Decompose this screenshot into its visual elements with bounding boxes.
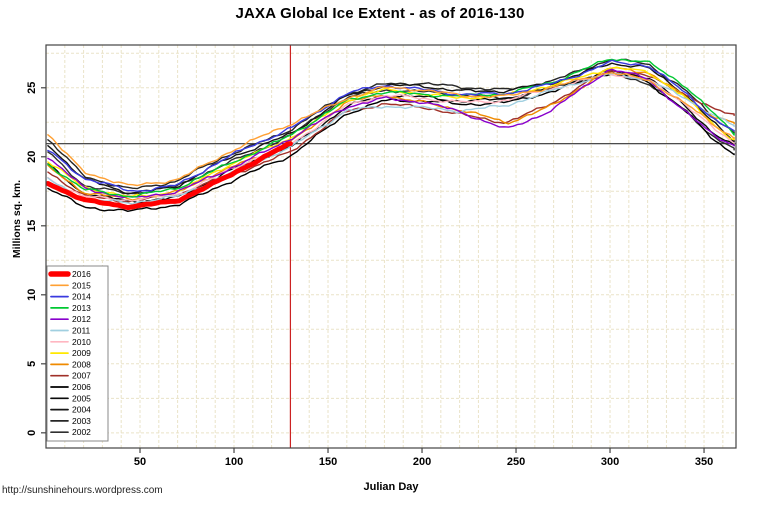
series-2004 <box>47 62 735 195</box>
series-2005 <box>47 68 735 204</box>
series-2011 <box>47 72 735 205</box>
series-2003 <box>47 58 735 190</box>
x-axis-label: Julian Day <box>363 481 419 493</box>
series-2010 <box>47 72 735 202</box>
legend-label-2010: 2010 <box>72 337 91 347</box>
plot-border <box>45 44 737 449</box>
series-2015 <box>47 71 735 187</box>
source-url-note: http://sunshinehours.wordpress.com <box>2 485 163 496</box>
legend-label-2015: 2015 <box>72 280 91 290</box>
series-2009 <box>47 66 735 197</box>
x-tick-label: 250 <box>507 456 525 468</box>
y-tick-label: 10 <box>26 289 38 301</box>
legend-label-2008: 2008 <box>72 359 91 369</box>
legend-label-2006: 2006 <box>72 382 91 392</box>
series-2012 <box>47 68 735 199</box>
legend-label-2004: 2004 <box>72 405 91 415</box>
chart-title: JAXA Global Ice Extent - as of 2016-130 <box>235 5 525 22</box>
series-2016 <box>46 141 293 211</box>
legend-label-2011: 2011 <box>72 326 91 336</box>
y-tick-label: 15 <box>26 220 38 232</box>
y-tick-label: 25 <box>26 82 38 94</box>
legend-label-2013: 2013 <box>72 303 91 313</box>
x-tick-label: 200 <box>413 456 431 468</box>
legend-label-2002: 2002 <box>72 427 91 437</box>
legend-label-2016: 2016 <box>72 269 91 279</box>
x-tick-label: 50 <box>134 456 146 468</box>
legend-label-2003: 2003 <box>72 416 91 426</box>
legend-label-2009: 2009 <box>72 348 91 358</box>
legend-label-2005: 2005 <box>72 393 91 403</box>
x-tick-label: 350 <box>695 456 713 468</box>
x-tick-label: 100 <box>225 456 243 468</box>
y-tick-label: 20 <box>26 151 38 163</box>
x-tick-label: 300 <box>601 456 619 468</box>
x-tick-label: 150 <box>319 456 337 468</box>
y-tick-label: 0 <box>26 430 38 436</box>
legend-label-2012: 2012 <box>72 314 91 324</box>
legend-label-2014: 2014 <box>72 292 91 302</box>
y-axis-label: Millions sq. km. <box>11 179 23 259</box>
series-2013 <box>47 58 735 198</box>
y-tick-label: 5 <box>26 361 38 367</box>
legend-label-2007: 2007 <box>72 371 91 381</box>
